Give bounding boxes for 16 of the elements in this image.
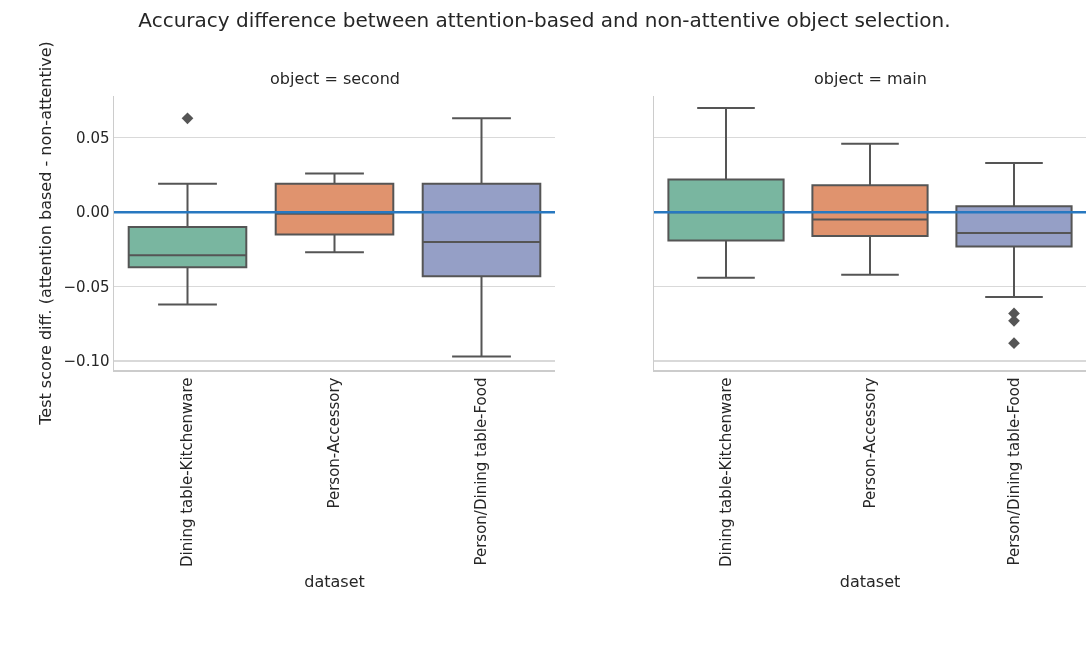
y-tick-label: −0.05 (63, 277, 110, 296)
x-tick-label: Person-Accessory (325, 377, 344, 509)
x-tick-label: Person-Accessory (860, 377, 879, 509)
x-tick-label: Person/Dining table-Food (472, 377, 491, 566)
x-tick-label: Dining table-Kitchenware (716, 377, 735, 567)
y-axis-title: Test score diff. (attention based - non-attentive) (35, 41, 55, 426)
y-tick-label: 0.05 (76, 128, 110, 147)
chart-subtitle: object = main (814, 69, 927, 88)
x-axis-title: dataset (839, 572, 901, 592)
y-tick-label: −0.10 (63, 352, 110, 371)
x-tick-label: Person/Dining table-Food (1004, 377, 1023, 566)
y-tick-label: 0.00 (76, 203, 110, 222)
x-tick-label: Dining table-Kitchenware (178, 377, 197, 567)
chart-title: Accuracy difference between attention-based and non-attentive object selection. (137, 8, 952, 32)
chart-subtitle: object = second (270, 69, 400, 88)
x-axis-title: dataset (304, 572, 365, 592)
